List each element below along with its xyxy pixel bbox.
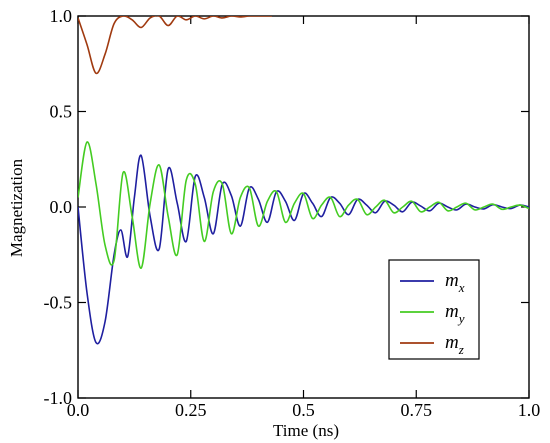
legend-label-base: m xyxy=(445,301,459,322)
legend-label-base: m xyxy=(445,332,459,353)
legend-label-base: m xyxy=(445,270,459,291)
y-tick-label: 0.0 xyxy=(50,197,73,217)
legend-label-subscript: y xyxy=(457,311,465,326)
series-line-my xyxy=(78,141,529,269)
x-tick-label: 0.5 xyxy=(292,400,315,420)
x-tick-label: 0.0 xyxy=(67,400,90,420)
y-tick-label: -1.0 xyxy=(44,388,73,408)
legend-label-mz: mz xyxy=(445,332,464,357)
legend-label-my: my xyxy=(445,301,465,326)
x-tick-label: 0.25 xyxy=(175,400,207,420)
legend-label-mx: mx xyxy=(445,270,465,295)
series-line-mz xyxy=(78,16,272,75)
x-tick-label: 0.75 xyxy=(401,400,433,420)
y-axis-title: Magnetization xyxy=(7,158,26,257)
series-line-mx xyxy=(78,154,529,345)
y-tick-label: 1.0 xyxy=(50,6,73,26)
y-tick-label: 0.5 xyxy=(50,102,73,122)
legend-box xyxy=(388,259,480,360)
x-tick-label: 1.0 xyxy=(518,400,541,420)
y-tick-label: -0.5 xyxy=(44,293,73,313)
legend-label-subscript: z xyxy=(458,342,464,357)
series-layer xyxy=(78,16,529,345)
x-axis-title: Time (ns) xyxy=(273,421,339,440)
legend-label-subscript: x xyxy=(458,280,465,295)
axis-ticks: 0.0 0.25 0.5 0.75 1.0 1.0 0.5 0.0 -0.5 -1.0 xyxy=(44,6,541,420)
